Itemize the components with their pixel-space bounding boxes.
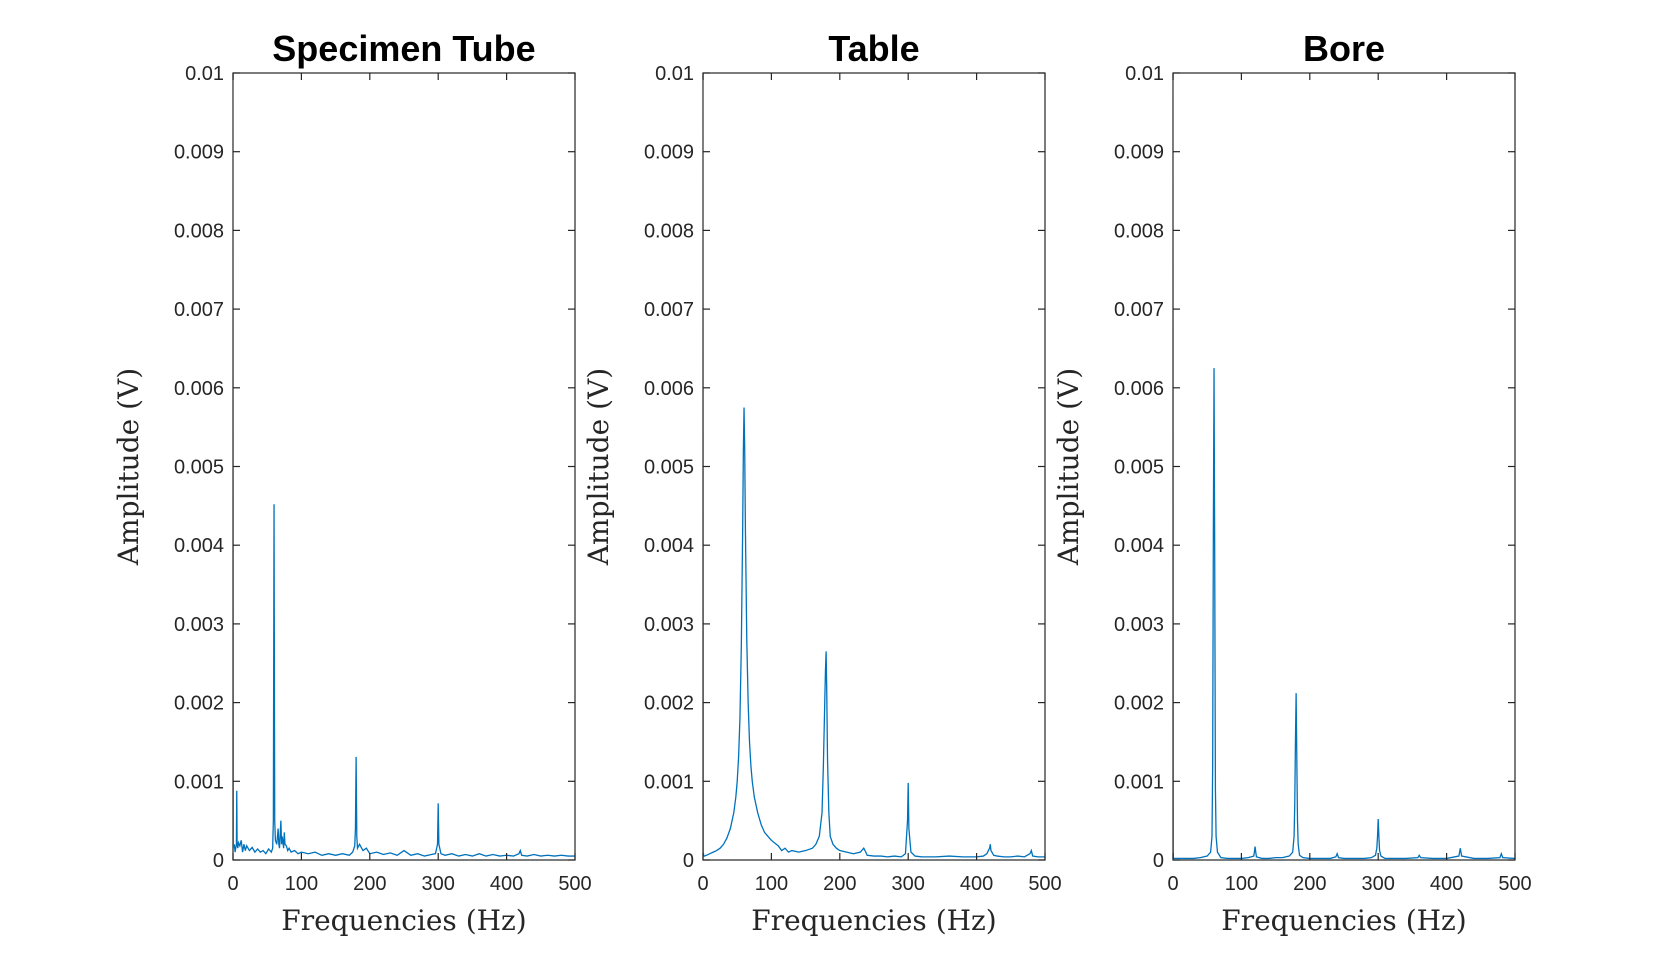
subplot-title: Table xyxy=(828,28,919,69)
x-tick-label: 100 xyxy=(755,873,788,895)
x-tick-label: 300 xyxy=(892,873,925,895)
y-axis-label: Amplitude (V) xyxy=(1052,368,1085,566)
series-line xyxy=(233,72,575,857)
y-tick-label: 0.002 xyxy=(174,693,224,715)
y-tick-label: 0.006 xyxy=(1114,378,1164,400)
x-tick-label: 100 xyxy=(1225,873,1258,895)
y-tick-label: 0.002 xyxy=(1114,693,1164,715)
x-tick-label: 200 xyxy=(353,873,386,895)
y-tick-label: 0.009 xyxy=(1114,142,1164,164)
y-tick-label: 0.007 xyxy=(1114,299,1164,321)
x-axis-label: Frequencies (Hz) xyxy=(281,904,526,937)
x-tick-label: 100 xyxy=(285,873,318,895)
y-tick-label: 0.004 xyxy=(644,535,694,557)
y-tick-label: 0.003 xyxy=(644,614,694,636)
y-tick-label: 0 xyxy=(1153,850,1164,872)
x-tick-label: 0 xyxy=(1167,873,1178,895)
y-tick-label: 0.007 xyxy=(644,299,694,321)
axes-frame xyxy=(232,72,576,861)
y-tick-label: 0.001 xyxy=(174,771,224,793)
x-tick-label: 500 xyxy=(1028,873,1061,895)
x-axis-label: Frequencies (Hz) xyxy=(751,904,996,937)
subplot-title: Bore xyxy=(1303,28,1385,69)
y-tick-label: 0.001 xyxy=(1114,771,1164,793)
y-tick-label: 0.003 xyxy=(174,614,224,636)
y-tick-label: 0.001 xyxy=(644,771,694,793)
y-tick-label: 0.008 xyxy=(174,220,224,242)
y-tick-label: 0 xyxy=(213,850,224,872)
x-tick-label: 200 xyxy=(823,873,856,895)
y-tick-label: 0.004 xyxy=(1114,535,1164,557)
y-tick-label: 0.002 xyxy=(644,693,694,715)
x-tick-label: 500 xyxy=(1498,873,1531,895)
x-tick-label: 300 xyxy=(422,873,455,895)
y-tick-label: 0.008 xyxy=(644,220,694,242)
axes-frame xyxy=(702,72,1046,861)
x-axis-label: Frequencies (Hz) xyxy=(1221,904,1466,937)
x-tick-label: 0 xyxy=(227,873,238,895)
y-tick-label: 0.009 xyxy=(644,142,694,164)
x-tick-label: 400 xyxy=(490,873,523,895)
y-tick-label: 0.01 xyxy=(1125,63,1164,85)
y-tick-label: 0.004 xyxy=(174,535,224,557)
y-tick-label: 0.005 xyxy=(644,457,694,479)
y-tick-label: 0.008 xyxy=(1114,220,1164,242)
x-tick-label: 500 xyxy=(558,873,591,895)
y-tick-label: 0.006 xyxy=(644,378,694,400)
x-tick-label: 400 xyxy=(1430,873,1463,895)
y-tick-label: 0 xyxy=(683,850,694,872)
subplot-title: Specimen Tube xyxy=(272,28,535,69)
y-tick-label: 0.005 xyxy=(1114,457,1164,479)
y-tick-label: 0.007 xyxy=(174,299,224,321)
subplot-2: 0 0.001 0.002 0.003 0.004 0.005 0.006 0.007 0.00… xyxy=(582,28,1062,937)
subplot-1: 0 0.001 0.002 0.003 0.004 0.005 0.006 0.007 0.00… xyxy=(112,28,592,937)
x-tick-label: 0 xyxy=(697,873,708,895)
y-tick-label: 0.01 xyxy=(185,63,224,85)
y-axis-label: Amplitude (V) xyxy=(582,368,615,566)
axes-frame xyxy=(1172,72,1516,861)
y-tick-label: 0.009 xyxy=(174,142,224,164)
y-tick-label: 0.003 xyxy=(1114,614,1164,636)
series-line xyxy=(703,72,1045,858)
x-tick-label: 300 xyxy=(1362,873,1395,895)
series-line xyxy=(1173,72,1515,860)
y-axis-label: Amplitude (V) xyxy=(112,368,145,566)
y-tick-label: 0.006 xyxy=(174,378,224,400)
y-tick-label: 0.005 xyxy=(174,457,224,479)
x-tick-label: 400 xyxy=(960,873,993,895)
y-tick-label: 0.01 xyxy=(655,63,694,85)
subplot-3: 0 0.001 0.002 0.003 0.004 0.005 0.006 0.007 0.00… xyxy=(1052,28,1532,937)
x-tick-label: 200 xyxy=(1293,873,1326,895)
